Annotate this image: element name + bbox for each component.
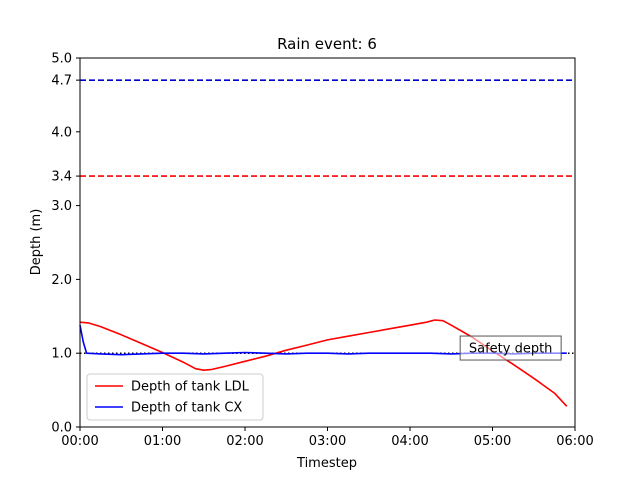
x-tick-label: 04:00 bbox=[391, 434, 428, 449]
legend-entry-1: Depth of tank CX bbox=[131, 401, 242, 416]
y-tick-label: 4.0 bbox=[51, 125, 72, 140]
y-tick-label: 3.0 bbox=[51, 199, 72, 214]
y-tick-label: 3.4 bbox=[51, 170, 72, 185]
x-tick-label: 01:00 bbox=[144, 434, 181, 449]
annotation-label: Safety depth bbox=[469, 342, 553, 357]
annotation-box bbox=[459, 335, 562, 361]
y-tick-label: 1.0 bbox=[51, 347, 72, 362]
x-axis-label: Timestep bbox=[296, 456, 357, 471]
legend-entry-0: Depth of tank LDL bbox=[131, 380, 250, 395]
axes: 00:00 01:00 02:00 03:00 04:00 05:00 06:00 0.0 1.… bbox=[51, 52, 593, 450]
y-tick-label: 0.0 bbox=[51, 421, 72, 436]
legend-box bbox=[86, 373, 264, 421]
y-tick-label: 4.7 bbox=[51, 74, 72, 89]
x-tick-label: 02:00 bbox=[226, 434, 263, 449]
chart-title: Rain event: 6 bbox=[277, 35, 377, 53]
y-tick-label: 5.0 bbox=[51, 52, 72, 67]
legend: Depth of tank LDL Depth of tank CX bbox=[86, 373, 264, 421]
y-tick-label: 2.0 bbox=[51, 273, 72, 288]
x-tick-label: 05:00 bbox=[474, 434, 511, 449]
x-tick-label: 00:00 bbox=[61, 434, 98, 449]
y-axis-label: Depth (m) bbox=[29, 209, 44, 276]
x-tick-label: 03:00 bbox=[309, 434, 346, 449]
x-tick-label: 06:00 bbox=[556, 434, 593, 449]
annotations: Safety depth bbox=[459, 335, 562, 361]
